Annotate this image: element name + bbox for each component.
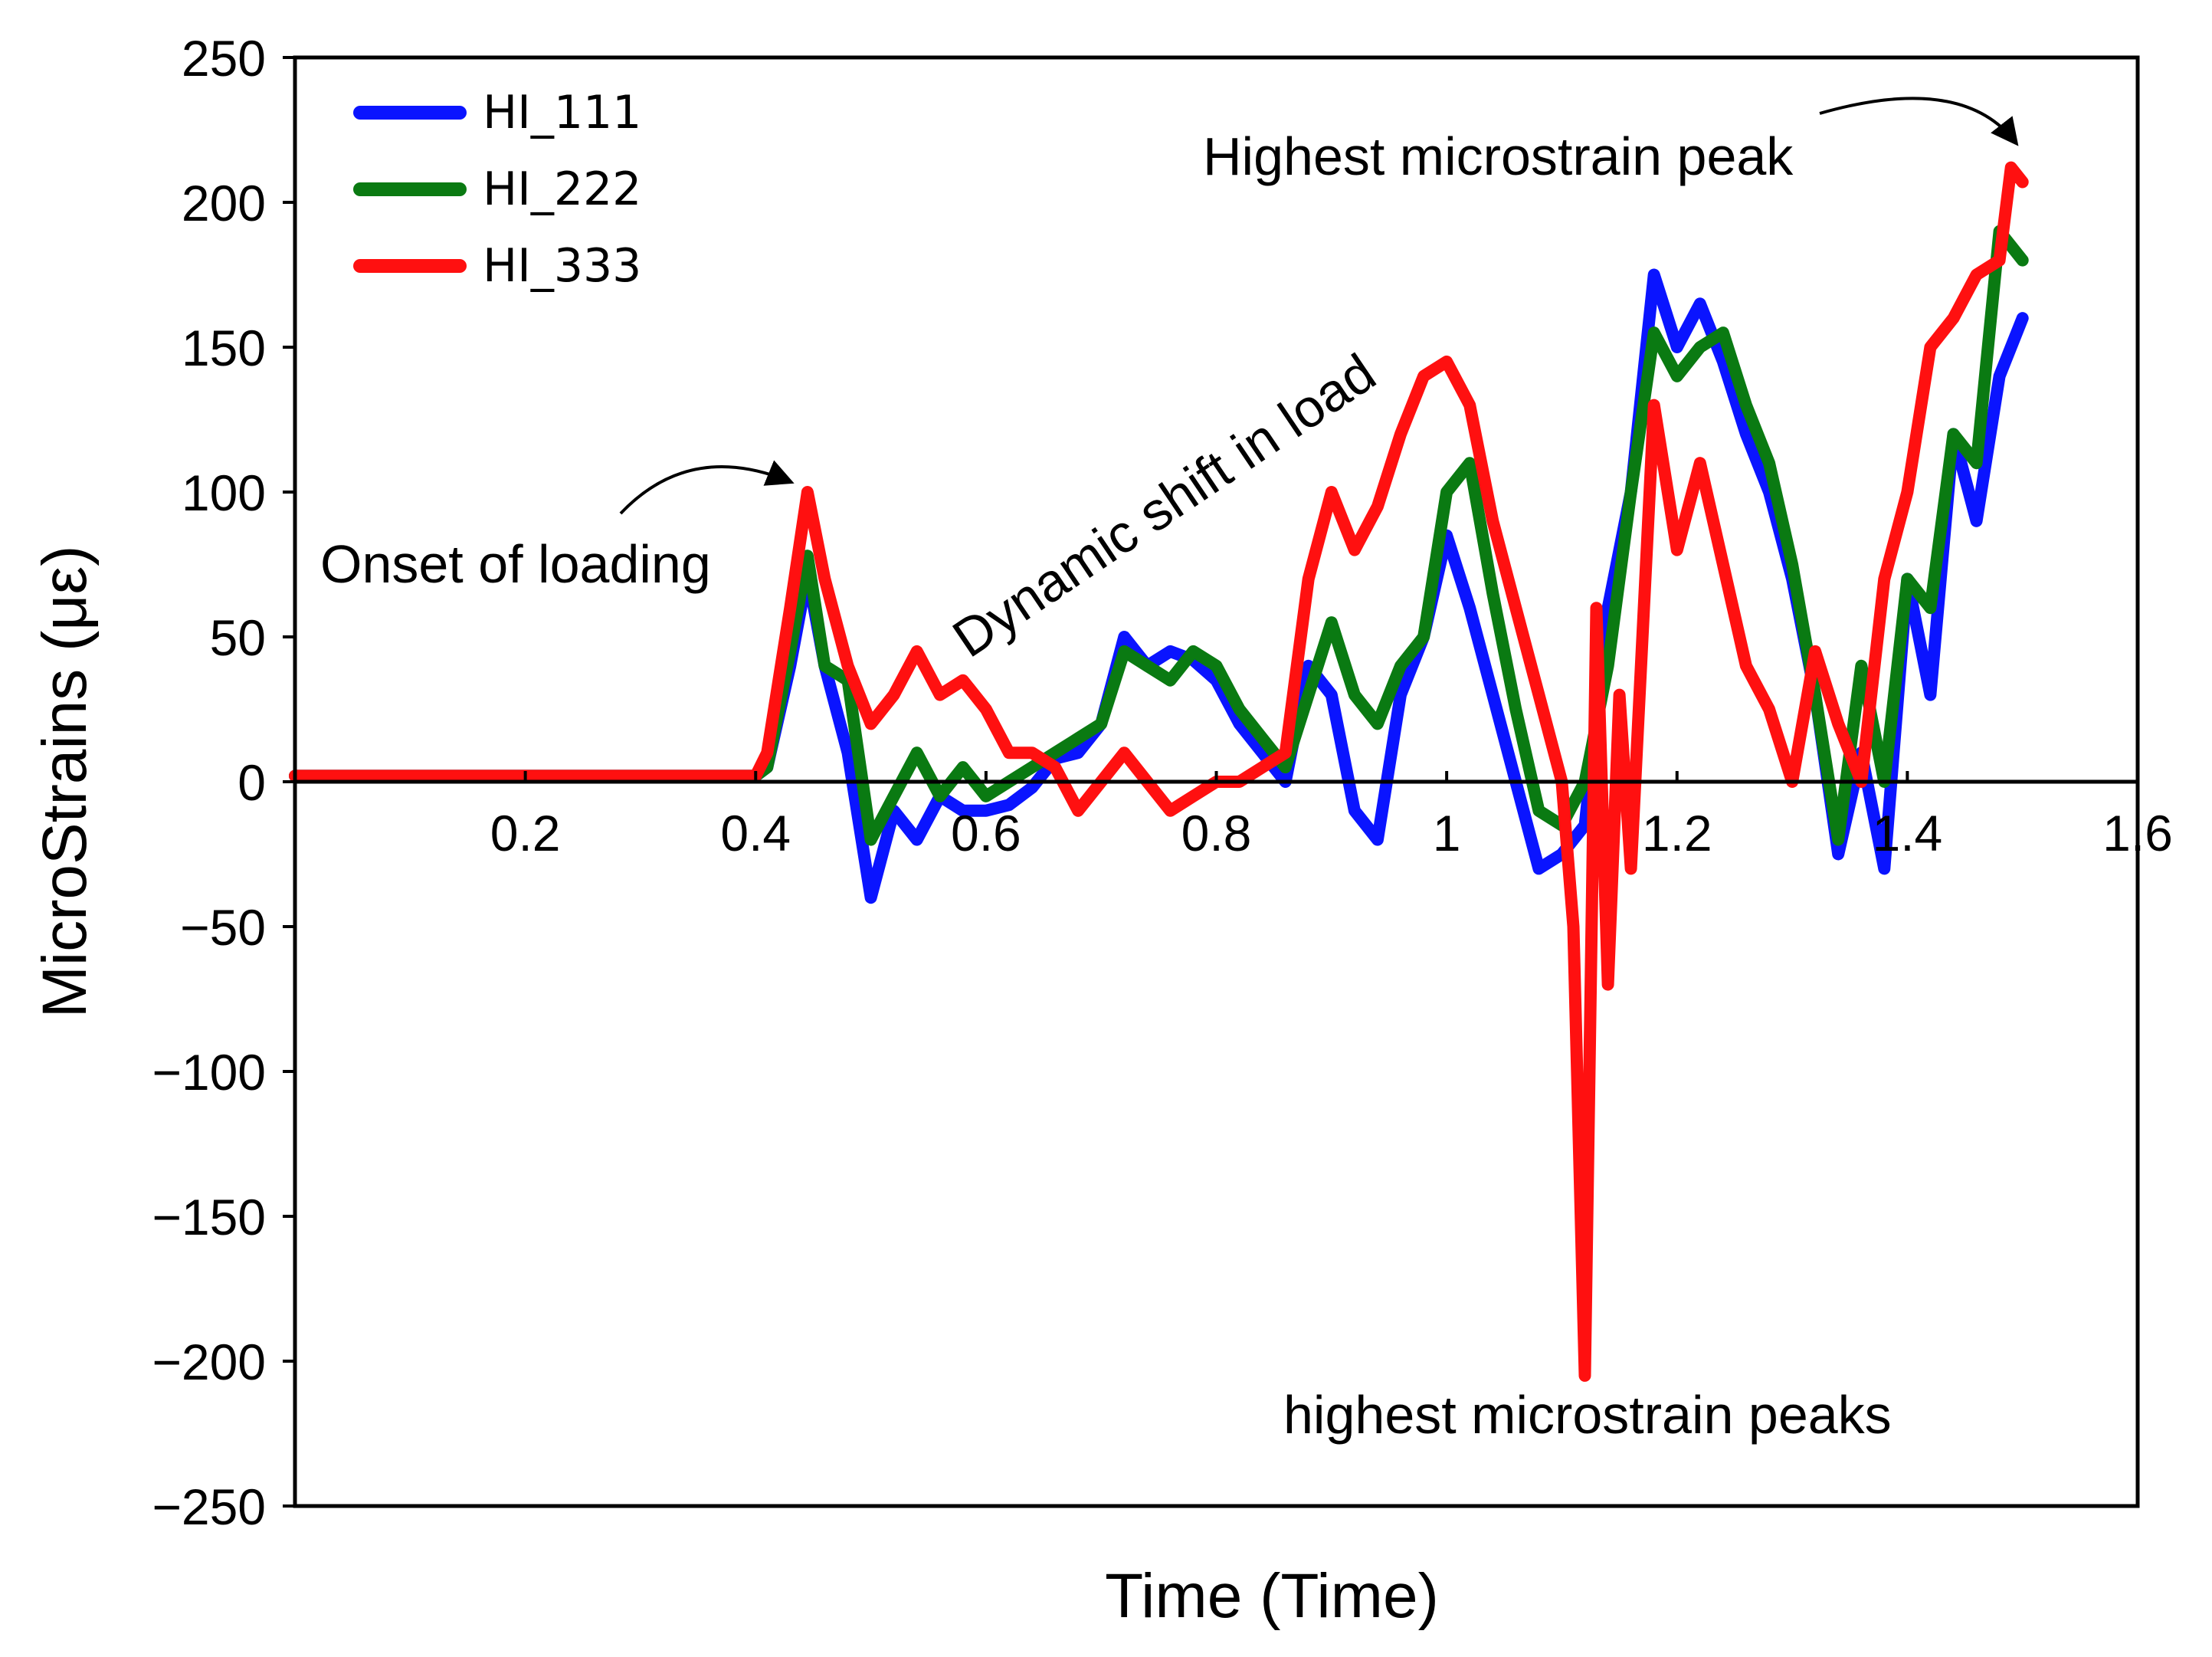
x-tick-label: 0.6 — [951, 805, 1021, 861]
plot-frame — [293, 55, 2140, 1508]
y-tick-label: −150 — [152, 1189, 266, 1245]
x-axis-title: Time (Time) — [1105, 1561, 1439, 1631]
y-axis-title: MicroStrains (με) — [30, 546, 100, 1019]
x-tick-label: 0.2 — [490, 805, 561, 861]
x-tick-label: 1 — [1433, 805, 1461, 861]
y-tick-label: −200 — [152, 1334, 266, 1390]
annotation-arrow-onset — [619, 460, 795, 515]
annotation-highest-peak: Highest microstrain peak — [1203, 126, 1794, 186]
y-tick-label: 0 — [238, 754, 266, 811]
y-tick-label: −100 — [152, 1044, 266, 1101]
y-tick-label: 150 — [182, 320, 266, 376]
x-tick-label: 0.4 — [720, 805, 791, 861]
legend-label-hi-111: HI_111 — [483, 86, 641, 139]
y-tick-label: 250 — [182, 30, 266, 87]
x-tick-label: 1.4 — [1873, 805, 1943, 861]
legend: HI_111 HI_222 HI_333 — [353, 86, 641, 293]
y-tick-label: 100 — [182, 464, 266, 521]
series-line-hi-333 — [289, 161, 2029, 1382]
series-line-hi-222 — [289, 225, 2029, 846]
x-tick-label: 1.2 — [1642, 805, 1712, 861]
y-tick-label: 200 — [182, 175, 266, 231]
annotation-highest-peaks: highest microstrain peaks — [1283, 1385, 1892, 1445]
y-tick-label: −250 — [152, 1478, 266, 1535]
annotation-arrow-highest-peak — [1819, 97, 2019, 146]
y-tick-label: 50 — [210, 609, 266, 666]
annotation-onset-of-loading: Onset of loading — [320, 534, 711, 594]
legend-label-hi-222: HI_222 — [483, 162, 641, 216]
series-layer — [289, 161, 2029, 1382]
x-tick-label: 0.8 — [1181, 805, 1252, 861]
legend-label-hi-333: HI_333 — [483, 239, 641, 293]
y-tick-label: −50 — [180, 899, 266, 956]
